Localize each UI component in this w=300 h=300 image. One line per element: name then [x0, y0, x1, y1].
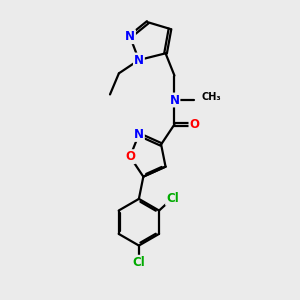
Text: N: N [125, 30, 135, 43]
Text: O: O [125, 150, 135, 163]
Text: Cl: Cl [166, 192, 179, 205]
Text: N: N [134, 128, 144, 141]
Text: N: N [134, 53, 144, 67]
Text: Cl: Cl [133, 256, 145, 269]
Text: N: N [169, 94, 179, 106]
Text: CH₃: CH₃ [201, 92, 221, 102]
Text: O: O [189, 118, 200, 131]
